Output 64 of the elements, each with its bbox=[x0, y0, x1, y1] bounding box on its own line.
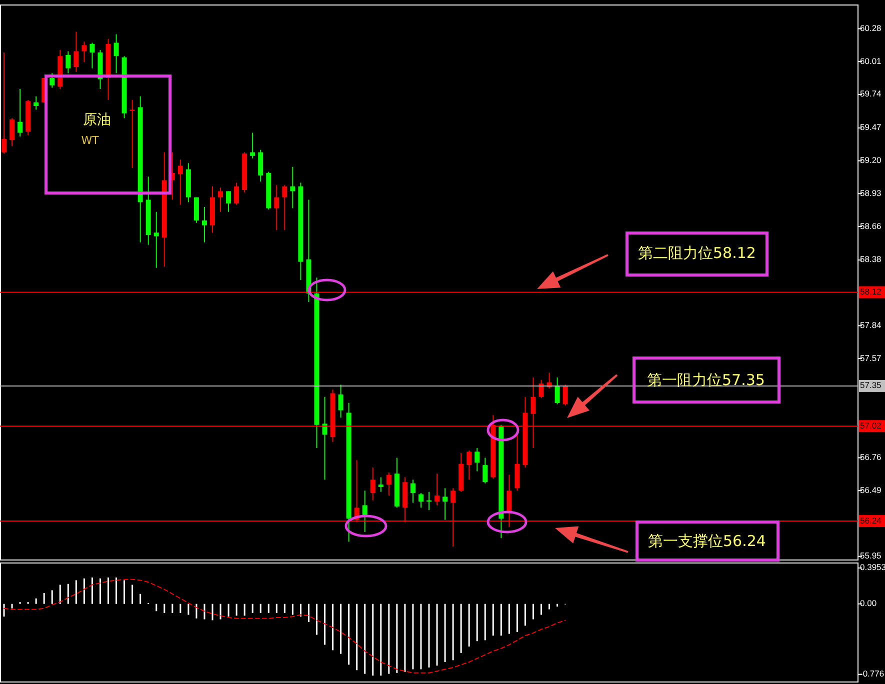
candlestick bbox=[386, 472, 392, 496]
candlestick bbox=[258, 149, 264, 182]
y-tick-label: -0.776 bbox=[860, 668, 884, 679]
candlestick bbox=[34, 96, 39, 110]
y-tick-label: 56.49 bbox=[860, 484, 882, 495]
annotation: 第一支撑位56.24 bbox=[648, 532, 766, 550]
annotation: 第一阻力位57.35 bbox=[647, 371, 765, 390]
candlestick bbox=[218, 187, 224, 212]
candlestick bbox=[74, 31, 79, 72]
candlestick bbox=[290, 166, 296, 209]
candlestick bbox=[114, 34, 119, 74]
candlestick bbox=[322, 396, 328, 480]
candlestick bbox=[410, 479, 416, 504]
candlestick bbox=[194, 196, 199, 224]
candlestick bbox=[234, 182, 240, 206]
candlestick bbox=[10, 118, 15, 147]
y-tick-label: 59.74 bbox=[860, 88, 882, 99]
annotation: 原油 bbox=[83, 112, 111, 128]
y-tick-label: 58.66 bbox=[860, 220, 882, 231]
candlestick bbox=[562, 384, 568, 406]
candlestick bbox=[50, 72, 55, 88]
y-tick-label: 60.28 bbox=[860, 22, 882, 33]
candlestick bbox=[90, 42, 95, 69]
candlestick bbox=[130, 99, 135, 169]
candlestick bbox=[2, 52, 7, 154]
y-tick-label: 58.93 bbox=[860, 188, 882, 198]
candlestick bbox=[250, 132, 256, 159]
ref-line-label: 57.02 bbox=[860, 420, 882, 430]
candlestick bbox=[66, 50, 71, 74]
candlestick bbox=[154, 211, 159, 268]
y-tick-label: 58.38 bbox=[860, 254, 882, 264]
ref-line-label: 56.24 bbox=[860, 515, 882, 526]
y-tick-label: 56.76 bbox=[860, 452, 882, 462]
candlestick bbox=[554, 376, 560, 405]
line-series bbox=[4, 578, 566, 674]
y-tick-label: 55.95 bbox=[860, 550, 882, 561]
y-tick-label: 60.01 bbox=[860, 56, 882, 66]
ref-line-label: 58.12 bbox=[860, 286, 882, 296]
y-tick-label: 59.20 bbox=[860, 155, 882, 166]
annotation: WT bbox=[81, 134, 100, 148]
candlestick bbox=[434, 473, 440, 506]
candlestick bbox=[274, 184, 280, 231]
candlestick bbox=[418, 492, 424, 508]
y-tick-label: 57.57 bbox=[860, 352, 882, 363]
candlestick bbox=[282, 184, 288, 231]
y-tick-label: 57.84 bbox=[860, 320, 882, 330]
candlestick bbox=[202, 206, 207, 243]
candlestick bbox=[226, 190, 232, 212]
candlestick bbox=[370, 467, 376, 501]
y-tick-label: 59.47 bbox=[860, 122, 882, 132]
candlestick bbox=[442, 488, 448, 520]
candlestick bbox=[362, 490, 368, 533]
candlestick bbox=[482, 457, 488, 484]
annotation: 第二阻力位58.12 bbox=[638, 244, 756, 262]
candlestick bbox=[18, 88, 23, 137]
y-tick-label: 0.00 bbox=[860, 598, 877, 608]
ref-line-label: 57.35 bbox=[860, 380, 882, 390]
candlestick bbox=[538, 379, 544, 399]
candlestick bbox=[474, 448, 480, 472]
candlestick bbox=[178, 159, 183, 206]
candlestick bbox=[466, 450, 472, 480]
candlestick bbox=[338, 384, 344, 418]
candlestick bbox=[82, 41, 87, 63]
candlestick bbox=[378, 476, 384, 492]
